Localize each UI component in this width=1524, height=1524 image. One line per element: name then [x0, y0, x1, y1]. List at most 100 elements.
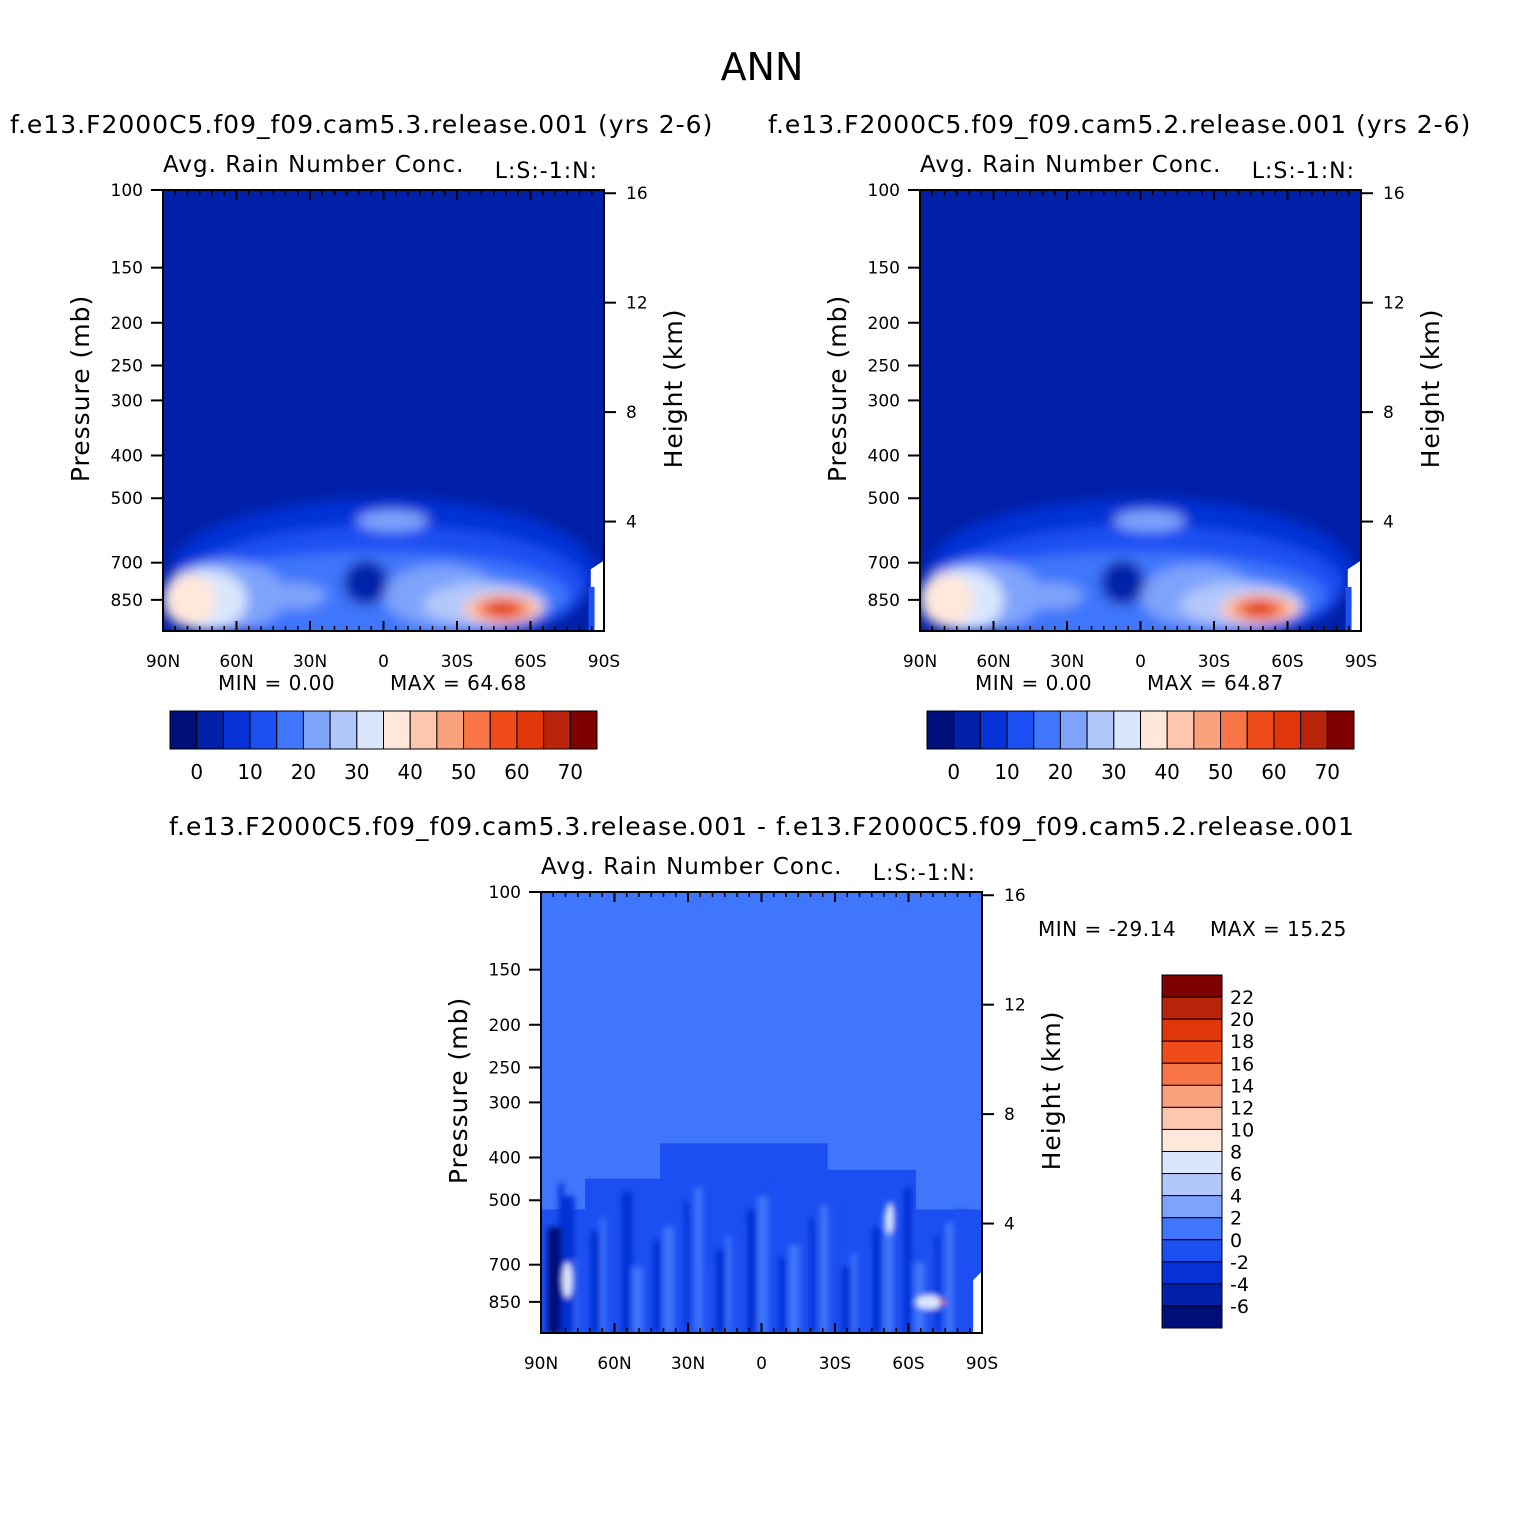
contour-region [830, 1191, 842, 1333]
colorbar-box [383, 710, 411, 750]
contour-region [945, 1222, 954, 1333]
contour-region [1244, 601, 1276, 617]
y-right-axis-label: Height (km) [659, 308, 688, 468]
y-tick-label: 850 [489, 1293, 521, 1313]
colorbar-box [302, 710, 331, 750]
max-text: MAX = 64.68 [390, 671, 527, 695]
x-tick-label: 90S [1345, 652, 1377, 672]
y-right-tick-label: 4 [1004, 1215, 1015, 1235]
panel1-case-title: f.e13.F2000C5.f09_f09.cam5.3.release.001… [10, 110, 714, 139]
colorbar-box [169, 710, 198, 750]
contour-region [872, 1227, 884, 1333]
max-text: MAX = 15.25 [1210, 917, 1347, 941]
panel-code: L:S:-1:N: [873, 861, 976, 886]
min-text: MIN = 0.00 [218, 671, 335, 695]
colorbar-label: -4 [1230, 1274, 1249, 1296]
colorbar-box [953, 710, 981, 750]
colorbar-box [1006, 710, 1035, 750]
contour-region [736, 1222, 745, 1333]
contour-region [588, 586, 595, 631]
contour-region [684, 1200, 690, 1333]
x-tick-label: 60N [597, 1354, 631, 1374]
colorbar-box [1166, 710, 1195, 750]
contour-region [819, 1205, 828, 1333]
min-text: MIN = 0.00 [975, 671, 1092, 695]
y-tick-label: 700 [111, 554, 143, 574]
x-tick-label: 30N [293, 652, 327, 672]
y-tick-label: 300 [868, 391, 900, 411]
y-tick-label: 850 [111, 591, 143, 611]
x-tick-label: 90N [903, 652, 937, 672]
colorbar-label: 8 [1230, 1142, 1242, 1164]
panel-1-field [163, 190, 604, 631]
y-tick-label: 300 [111, 391, 143, 411]
colorbar-box [436, 710, 465, 750]
y-axis-label: Pressure (mb) [66, 295, 95, 482]
colorbar-label: 70 [558, 760, 583, 784]
colorbar-box [1161, 996, 1223, 1020]
y-tick-label: 500 [111, 489, 143, 509]
field-contours [163, 498, 596, 631]
colorbar-label: 60 [504, 760, 529, 784]
colorbar-label: 30 [1101, 760, 1126, 784]
contour-region [264, 582, 327, 609]
y-tick-label: 100 [489, 883, 521, 903]
colorbar-label: 40 [1154, 760, 1179, 784]
colorbar-box [489, 710, 518, 750]
y-right-tick-label: 4 [626, 513, 637, 533]
contour-region [1345, 586, 1352, 631]
contour-region [955, 1209, 967, 1333]
field-contours [541, 1143, 982, 1333]
y-right-tick-label: 8 [1383, 403, 1394, 423]
contour-region [357, 509, 428, 532]
panel-3: Avg. Rain Number Conc. L:S:-1:N: 90N 60N 30N… [444, 854, 1347, 1374]
x-tick-label: 30N [1050, 652, 1084, 672]
colorbar-box [1273, 710, 1302, 750]
x-tick-label: 0 [378, 652, 389, 672]
x-tick-label: 30N [671, 1354, 705, 1374]
x-tick-label: 60N [976, 652, 1010, 672]
colorbar-box [1113, 710, 1141, 750]
contour-region [851, 1253, 857, 1333]
x-tick-label: 60N [219, 652, 253, 672]
panel-1: Avg. Rain Number Conc. L:S:-1:N: 90N 60N 30N… [66, 152, 688, 784]
y-tick-label: 500 [868, 489, 900, 509]
y-tick-label: 100 [111, 181, 143, 201]
colorbar-box [1161, 1239, 1223, 1263]
contour-region [610, 1205, 619, 1333]
y-tick-label: 200 [489, 1016, 521, 1036]
colorbar-label: 60 [1261, 760, 1286, 784]
y-right-tick-label: 8 [1004, 1105, 1015, 1125]
missing-data [973, 1271, 982, 1333]
colorbar-box [1161, 1062, 1223, 1086]
colorbar-label: -2 [1230, 1252, 1249, 1274]
colorbar-box [1033, 710, 1061, 750]
colorbar-box [1246, 710, 1275, 750]
y-axis-label: Pressure (mb) [444, 997, 473, 1184]
colorbar-box [569, 710, 598, 750]
colorbar-label: 14 [1230, 1075, 1254, 1097]
x-tick-label: 90S [588, 652, 620, 672]
colorbar-box [1161, 1018, 1223, 1042]
contour-region [778, 1258, 787, 1333]
colorbar-box [329, 710, 358, 750]
y-right-tick-label: 16 [626, 184, 648, 204]
colorbar-box [356, 710, 384, 750]
colorbar-box [516, 710, 545, 750]
colorbar-label: 2 [1230, 1208, 1242, 1230]
colorbar-label: -6 [1230, 1296, 1249, 1318]
colorbar-label: 10 [1230, 1119, 1254, 1141]
y-tick-label: 850 [868, 591, 900, 611]
colorbar-box [1220, 710, 1248, 750]
contour-region [861, 1240, 870, 1333]
colorbar-label: 10 [237, 760, 262, 784]
contour-region [487, 601, 519, 617]
colorbar-box [276, 710, 304, 750]
colorbar-label: 6 [1230, 1164, 1242, 1186]
contour-region [1114, 509, 1185, 532]
y-right-tick-label: 16 [1004, 886, 1026, 906]
main-title: ANN [720, 45, 804, 89]
y-right-tick-label: 12 [1383, 294, 1405, 314]
contour-region [1100, 560, 1145, 605]
